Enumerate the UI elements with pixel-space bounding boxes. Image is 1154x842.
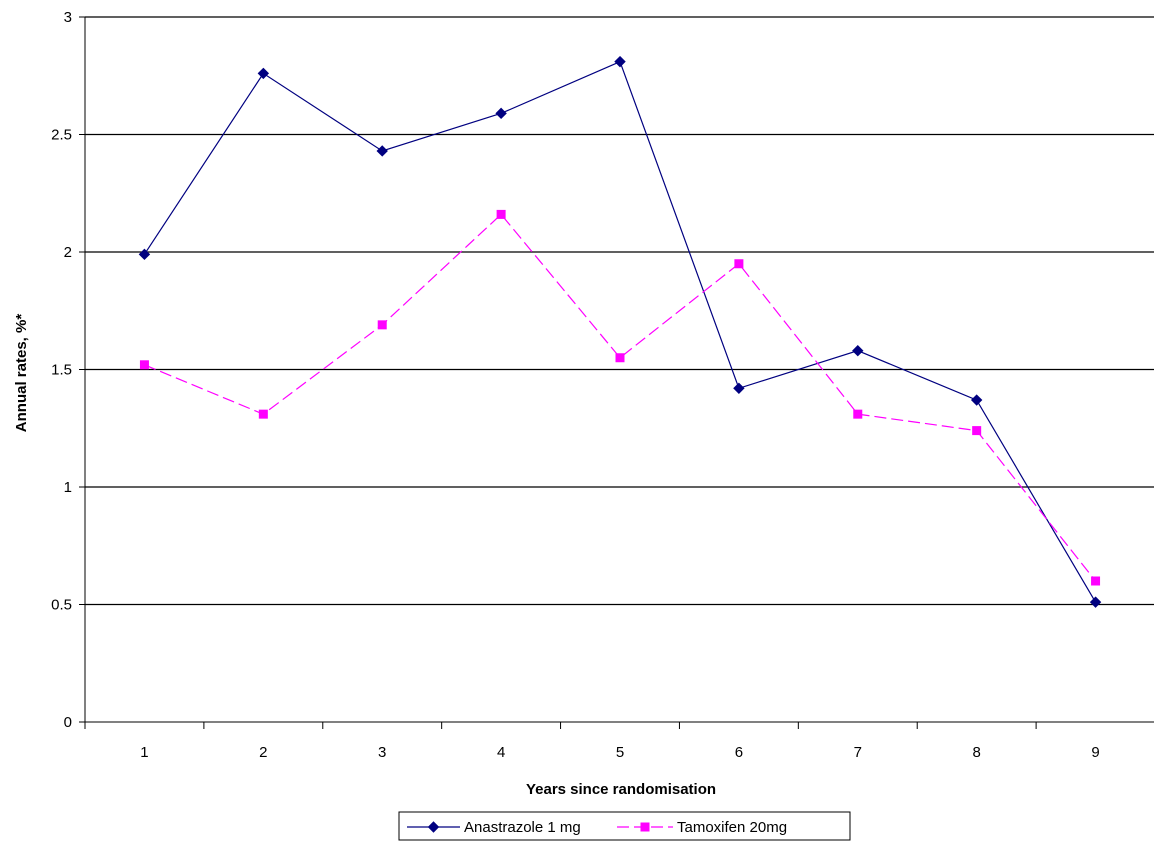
y-tick-label: 1	[64, 479, 72, 496]
x-tick-label: 5	[616, 744, 624, 761]
x-tick-label: 1	[140, 744, 148, 761]
data-point	[496, 209, 506, 219]
x-tick-label: 8	[972, 744, 980, 761]
data-point	[734, 259, 744, 269]
series-1	[138, 55, 1102, 608]
legend-marker	[640, 822, 650, 832]
x-tick-label: 2	[259, 744, 267, 761]
y-tick-label: 0.5	[51, 597, 72, 614]
data-point	[377, 320, 387, 330]
legend-frame	[398, 811, 851, 841]
y-tick-label: 2	[64, 244, 72, 261]
legend-label: Anastrazole 1 mg	[464, 819, 581, 836]
data-point	[258, 409, 268, 419]
data-point	[733, 382, 745, 395]
data-point	[376, 145, 388, 157]
data-point	[495, 107, 507, 120]
data-point	[257, 67, 270, 80]
y-tick-label: 2.5	[51, 127, 72, 144]
data-point	[138, 248, 151, 261]
data-point	[1089, 596, 1102, 608]
x-tick-label: 9	[1091, 744, 1099, 761]
y-tick-label: 3	[64, 9, 72, 26]
y-tick-label: 0	[64, 714, 72, 731]
data-point	[972, 426, 982, 436]
series-layer	[138, 55, 1102, 608]
x-tick-label: 3	[378, 744, 386, 761]
y-tick-label: 1.5	[51, 362, 72, 379]
legend-item-1: Anastrazole 1 mg	[407, 819, 581, 836]
x-tick-label: 6	[735, 744, 743, 761]
x-tick-label: 7	[854, 744, 862, 761]
y-tick-labels: 0 0.5 1 1.5 2 2.5 3	[51, 9, 72, 731]
axes	[79, 16, 1154, 729]
x-axis-title: Years since randomisation	[526, 781, 716, 798]
legend-marker	[427, 821, 440, 833]
data-point	[1091, 576, 1101, 586]
data-point	[139, 360, 149, 370]
data-point	[852, 344, 864, 357]
series-line	[144, 213, 1097, 582]
legend-item-2: Tamoxifen 20mg	[617, 819, 787, 836]
y-axis-title: Annual rates, %*	[13, 314, 30, 433]
data-point	[970, 394, 983, 406]
legend: Anastrazole 1 mg Tamoxifen 20mg	[398, 811, 851, 841]
data-point	[615, 353, 625, 363]
data-point	[614, 55, 626, 68]
series-2	[139, 209, 1101, 586]
series-line	[143, 60, 1097, 603]
data-point	[853, 409, 863, 419]
legend-label: Tamoxifen 20mg	[677, 819, 787, 836]
x-tick-label: 4	[497, 744, 505, 761]
x-tick-labels: 1 2 3 4 5 6 7 8 9	[140, 744, 1099, 761]
gridlines	[85, 16, 1154, 606]
